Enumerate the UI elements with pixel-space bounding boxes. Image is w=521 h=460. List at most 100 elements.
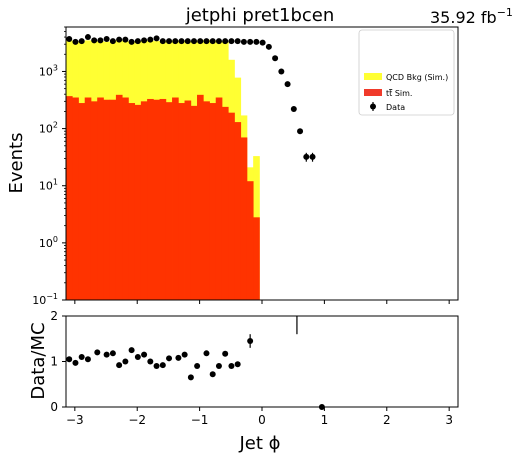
data-point: [253, 38, 260, 45]
ratio-point: [228, 363, 235, 370]
ratio-point: [122, 358, 129, 365]
ratio-x-tick-label: 2: [383, 413, 391, 427]
ratio-point: [215, 363, 222, 370]
tt-bar: [103, 99, 111, 300]
tt-bar: [209, 103, 217, 300]
ratio-point: [247, 338, 254, 345]
data-point: [209, 38, 216, 45]
ratio-y-tick-label: 2: [50, 309, 58, 323]
data-point: [159, 38, 166, 45]
tt-bar: [159, 98, 167, 300]
tt-bar: [234, 122, 242, 301]
tt-bar: [153, 99, 160, 300]
ratio-x-tick-label: −2: [128, 413, 146, 427]
data-point: [215, 38, 222, 45]
data-point: [116, 36, 123, 43]
x-axis-label: Jet ϕ: [238, 433, 280, 454]
tt-bar: [78, 103, 86, 300]
data-point: [103, 35, 110, 42]
ratio-x-tick-label: 1: [321, 413, 329, 427]
ratio-point: [203, 350, 210, 357]
data-point: [203, 38, 210, 45]
data-point: [259, 39, 266, 46]
data-point: [272, 55, 279, 62]
data-point: [190, 38, 197, 45]
chart-title: jetphi pret1bcen: [185, 5, 335, 26]
legend-box: [358, 29, 455, 116]
data-point: [97, 37, 104, 44]
data-point: [278, 68, 285, 75]
tt-bar: [72, 97, 79, 300]
tt-bar: [240, 137, 248, 300]
data-point: [72, 38, 79, 45]
tt-bar: [178, 103, 185, 300]
y-axis-label-ratio: Data/MC: [28, 322, 49, 399]
ratio-y-tick-label: 1: [50, 355, 58, 369]
tt-bar: [66, 96, 73, 300]
legend-swatch-qcd: [364, 73, 382, 80]
legend-label-tt: tt Sim.: [386, 89, 412, 98]
ratio-point: [147, 358, 154, 365]
y-tick-label: 10−1: [32, 292, 58, 307]
ratio-y-tick-label: 0: [50, 400, 58, 414]
data-point: [147, 36, 154, 43]
ratio-x-ticks: −3 −2 −1 0 1 2 3: [66, 407, 453, 427]
tt-bar: [134, 104, 142, 301]
tt-bar: [228, 112, 235, 301]
ratio-point: [209, 371, 216, 378]
ratio-points-layer: [66, 316, 325, 410]
tt-bar: [184, 100, 192, 300]
ratio-x-tick-label: −1: [191, 413, 209, 427]
ratio-point: [84, 356, 91, 363]
data-point: [284, 81, 291, 88]
data-point: [247, 38, 254, 45]
data-point: [66, 35, 73, 42]
ratio-x-tick-label: −3: [66, 413, 84, 427]
ratio-point: [153, 363, 160, 370]
tt-bar: [190, 105, 198, 301]
ratio-point: [134, 353, 141, 360]
ratio-point: [175, 354, 182, 361]
tt-bar: [215, 97, 223, 300]
data-point: [222, 38, 229, 45]
luminosity-label: 35.92 fb−1: [430, 6, 513, 27]
data-point: [178, 38, 185, 45]
main-plot: 10−1 100 101 102 103 QCD Bkg (Sim.) tt Sim. …: [6, 26, 459, 307]
data-point: [172, 38, 179, 45]
tt-bar: [253, 217, 260, 300]
ratio-point: [103, 351, 110, 358]
data-point: [297, 128, 304, 135]
ratio-point: [234, 361, 241, 368]
tt-bar: [165, 102, 173, 300]
ratio-point: [187, 374, 194, 381]
y-tick-label: 100: [39, 235, 58, 250]
data-point: [141, 37, 148, 44]
tt-bar: [147, 98, 154, 300]
tt-bar: [115, 94, 123, 300]
tt-bar: [90, 101, 98, 300]
tt-bar: [221, 106, 229, 300]
data-point: [122, 36, 129, 43]
ratio-point: [141, 351, 148, 358]
data-point: [78, 38, 85, 45]
data-point: [109, 38, 116, 45]
ratio-point: [66, 356, 73, 363]
data-point: [91, 37, 98, 44]
tt-bar: [84, 97, 92, 300]
tt-bar: [109, 99, 117, 300]
ratio-point: [166, 355, 173, 362]
legend-label-qcd: QCD Bkg (Sim.): [386, 73, 448, 82]
ratio-point: [109, 350, 116, 357]
ratio-point: [116, 362, 123, 369]
data-point: [153, 35, 160, 42]
data-point: [228, 38, 235, 45]
ratio-plot: −3 −2 −1 0 1 2 3 0 1 2 Data/MC Jet ϕ: [28, 309, 459, 454]
main-y-ticks: 10−1 100 101 102 103: [32, 26, 66, 307]
data-points-layer: [66, 34, 316, 162]
data-point: [290, 106, 297, 113]
y-tick-label: 103: [39, 63, 58, 78]
data-point: [309, 153, 316, 160]
y-tick-label: 101: [39, 178, 58, 193]
legend-swatch-tt: [364, 89, 382, 96]
